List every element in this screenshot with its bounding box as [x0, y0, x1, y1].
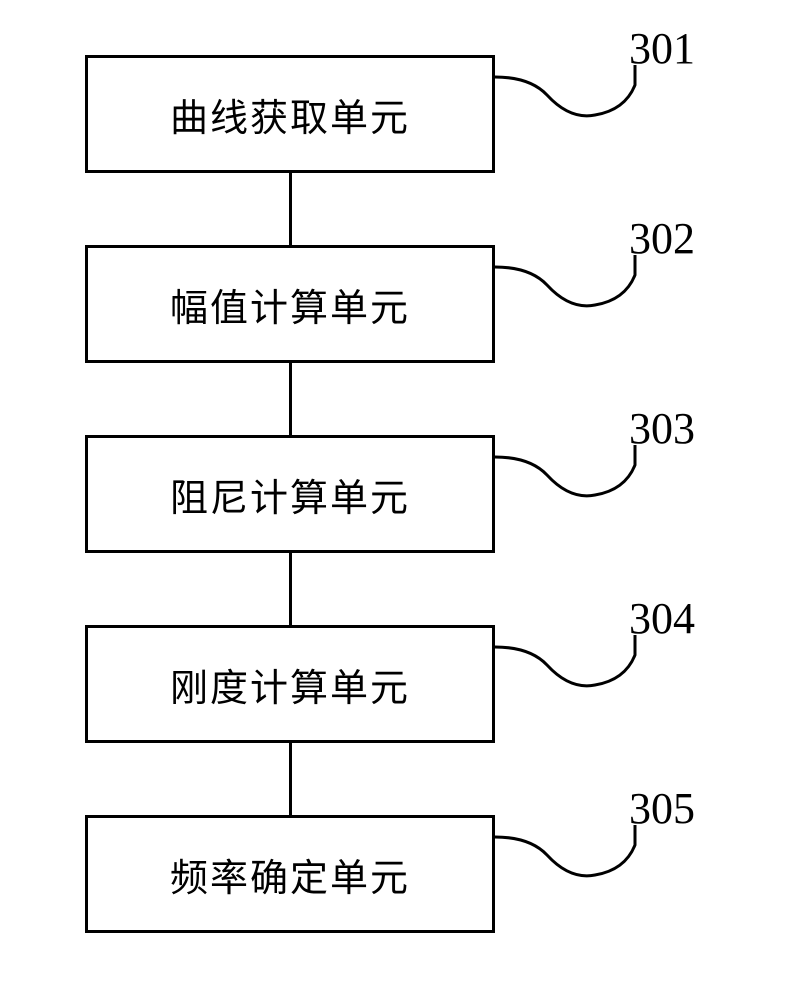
connector-line: [289, 363, 292, 435]
connector-line: [289, 743, 292, 815]
node-amplitude-calculation-unit: 幅值计算单元: [85, 245, 495, 363]
node-label: 曲线获取单元: [170, 87, 410, 142]
node-row: 刚度计算单元 304: [85, 625, 705, 743]
callout-number: 305: [629, 783, 695, 834]
node-label: 阻尼计算单元: [170, 467, 410, 522]
connector-line: [289, 553, 292, 625]
callout-number: 303: [629, 403, 695, 454]
node-label: 刚度计算单元: [170, 657, 410, 712]
node-row: 幅值计算单元 302: [85, 245, 705, 363]
node-row: 频率确定单元 305: [85, 815, 705, 933]
connector-wrapper: [85, 553, 495, 625]
callout-number: 302: [629, 213, 695, 264]
node-stiffness-calculation-unit: 刚度计算单元: [85, 625, 495, 743]
flowchart-diagram: 曲线获取单元 301 幅值计算单元 302 阻尼计算单元: [85, 55, 705, 933]
connector-wrapper: [85, 173, 495, 245]
callout-number: 301: [629, 23, 695, 74]
node-damping-calculation-unit: 阻尼计算单元: [85, 435, 495, 553]
node-label: 幅值计算单元: [170, 277, 410, 332]
callout-number: 304: [629, 593, 695, 644]
connector-line: [289, 173, 292, 245]
node-frequency-determination-unit: 频率确定单元: [85, 815, 495, 933]
connector-wrapper: [85, 363, 495, 435]
node-label: 频率确定单元: [170, 847, 410, 902]
node-row: 阻尼计算单元 303: [85, 435, 705, 553]
node-row: 曲线获取单元 301: [85, 55, 705, 173]
connector-wrapper: [85, 743, 495, 815]
node-curve-acquisition-unit: 曲线获取单元: [85, 55, 495, 173]
